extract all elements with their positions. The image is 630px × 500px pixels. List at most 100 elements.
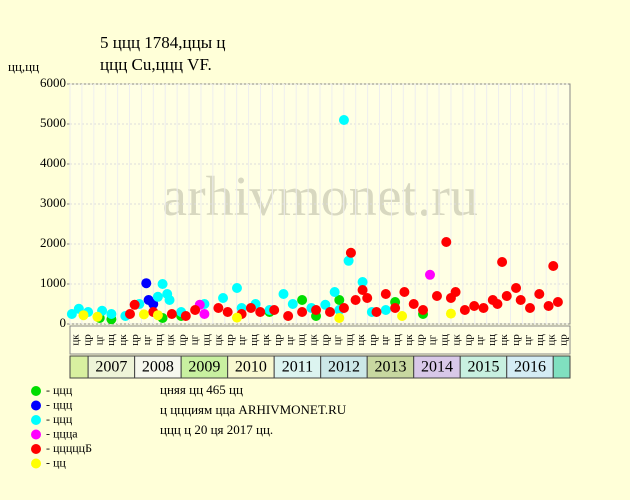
quarter-label: цц	[439, 334, 451, 346]
point	[180, 311, 191, 321]
legend-label: - ццца	[46, 426, 78, 440]
y-tick-label: 0	[60, 315, 67, 330]
point	[329, 287, 340, 297]
point	[334, 295, 345, 305]
point	[397, 311, 408, 321]
point	[297, 295, 308, 305]
point	[497, 257, 508, 267]
chart-subtitle: ццц Cu,ццц VF.	[100, 55, 212, 74]
quarter-label: цр	[224, 334, 236, 346]
point	[338, 115, 349, 125]
quarter-label: цр	[272, 334, 284, 346]
quarter-label: цр	[177, 334, 189, 346]
quarter-label: цк	[308, 334, 320, 346]
y-tick-label: 4000	[40, 155, 66, 170]
quarter-label: цк	[450, 334, 462, 346]
point	[199, 309, 210, 319]
point	[278, 289, 289, 299]
legend-marker	[31, 444, 41, 454]
chart-title: 5 ццц 1784,ццы ц	[100, 33, 226, 52]
quarter-label: цк	[403, 334, 415, 346]
legend-label: - цц	[46, 455, 66, 469]
legend-marker	[31, 458, 41, 469]
y-tick-label: 5000	[40, 115, 66, 130]
quarter-label: цг	[331, 334, 343, 345]
quarter-label: цр	[367, 334, 379, 346]
quarter-label: цг	[93, 334, 105, 345]
point	[371, 307, 382, 317]
point	[222, 307, 233, 317]
quarter-label: цц	[200, 334, 212, 346]
year-label: 2014	[421, 359, 453, 376]
point	[255, 307, 266, 317]
quarter-label: цг	[474, 334, 486, 345]
quarter-label: цг	[284, 334, 296, 345]
y-tick-label: 3000	[40, 195, 66, 210]
point	[418, 305, 429, 315]
year-label: 2008	[142, 359, 174, 376]
point	[325, 307, 335, 317]
point	[311, 305, 322, 315]
quarter-label: цг	[236, 334, 248, 345]
point	[269, 305, 280, 315]
quarter-label: цр	[129, 334, 141, 346]
point	[125, 309, 135, 319]
point	[66, 309, 77, 319]
point	[515, 295, 526, 305]
quarter-label: цр	[415, 334, 427, 346]
year-cell-edge	[69, 355, 89, 379]
year-cell-edge	[552, 355, 571, 379]
point	[297, 307, 308, 317]
point	[534, 289, 545, 299]
quarter-label: цц	[248, 334, 260, 346]
point	[469, 301, 480, 311]
point	[190, 305, 201, 315]
point	[157, 279, 168, 289]
point	[218, 293, 229, 303]
legend-label: - ццц	[46, 397, 73, 411]
point	[552, 297, 563, 307]
point	[445, 308, 456, 319]
year-label: 2007	[95, 359, 127, 376]
point	[141, 278, 152, 289]
point	[543, 301, 554, 311]
point	[478, 303, 489, 313]
quarter-label: цк	[498, 334, 510, 346]
quarter-label: цц	[534, 334, 546, 346]
point	[152, 310, 163, 321]
quarter-label: цг	[141, 334, 153, 345]
legend-label: - цццццБ	[46, 441, 92, 455]
legend-marker	[31, 386, 41, 396]
point	[525, 303, 535, 313]
quarter-label: цц	[105, 334, 117, 346]
point	[78, 310, 89, 321]
legend-label: - ццц	[46, 412, 73, 426]
point	[213, 303, 224, 313]
quarter-label: цц	[153, 334, 165, 346]
legend-marker	[31, 400, 41, 411]
quarter-label: цк	[260, 334, 272, 346]
point	[492, 299, 503, 309]
point	[511, 283, 522, 293]
year-label: 2015	[467, 359, 499, 376]
point	[357, 285, 368, 295]
quarter-label: цк	[117, 334, 129, 346]
point	[501, 291, 512, 301]
point	[357, 277, 368, 287]
year-label: 2011	[282, 359, 313, 376]
point	[231, 312, 242, 323]
note: цняя цц 465 цц	[160, 382, 243, 397]
year-label: 2010	[235, 359, 267, 376]
point	[431, 291, 442, 301]
point	[345, 247, 356, 258]
point	[338, 303, 349, 313]
point	[441, 237, 452, 247]
point	[245, 303, 256, 313]
quarter-row	[69, 325, 571, 355]
y-tick-label: 2000	[40, 235, 66, 250]
quarter-label: цр	[81, 334, 93, 346]
quarter-label: цр	[558, 334, 570, 346]
point	[129, 299, 140, 310]
y-axis-label: цц,цц	[8, 59, 39, 74]
